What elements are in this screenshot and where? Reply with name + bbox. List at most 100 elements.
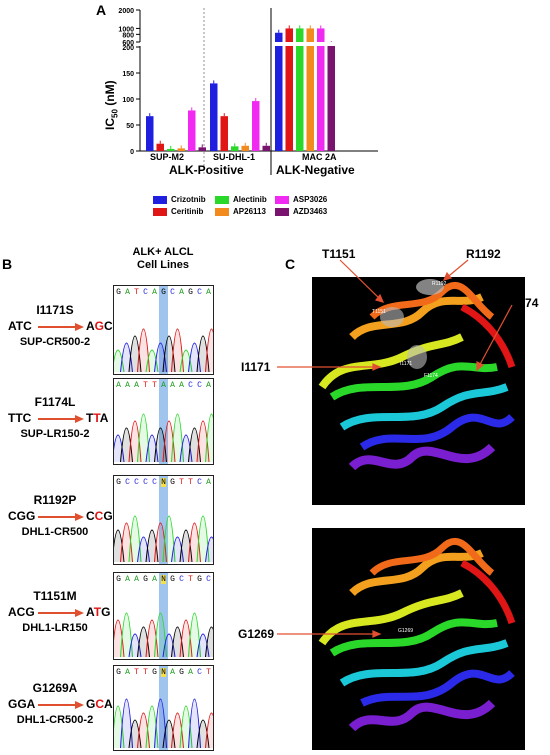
base-letter: C <box>179 575 184 584</box>
legend-asp3026: ASP3026 <box>275 195 327 204</box>
wildtype-codon: GGA <box>8 697 36 711</box>
mutation-name: T1151M <box>33 589 77 603</box>
base-letter: A <box>170 668 175 677</box>
bar-asp3026-1 <box>252 101 260 151</box>
mutation-name: I1171S <box>36 303 74 317</box>
y-tick-label: 150 <box>122 71 134 78</box>
base-letter: G <box>116 478 121 487</box>
base-letter: C <box>206 575 211 584</box>
base-letter: G <box>170 478 175 487</box>
bar-break <box>273 42 373 46</box>
base-letter: A <box>170 381 175 390</box>
category-mac-2a: MAC 2A <box>302 152 337 162</box>
base-letter: T <box>152 381 157 390</box>
mutant-codon: ATG <box>86 605 111 619</box>
mutation-highlight <box>159 379 168 464</box>
base-letter: G <box>116 575 121 584</box>
wildtype-codon: ACG <box>8 605 35 619</box>
category-sup-m2: SUP-M2 <box>150 152 185 162</box>
base-letter: A <box>188 668 193 677</box>
cell-lines-header: ALK+ ALCL Cell Lines <box>132 246 194 271</box>
base-letter: C <box>134 478 139 487</box>
panel-a-label: A <box>96 2 107 18</box>
base-letter: N <box>161 575 166 584</box>
base-letter: A <box>152 575 157 584</box>
chromatogram-trace <box>114 698 213 749</box>
base-letter: G <box>197 575 202 584</box>
category-su-dhl-1: SU-DHL-1 <box>213 152 255 162</box>
bar-crizotnib-0 <box>146 116 154 151</box>
base-letter: G <box>116 668 121 677</box>
base-letter: C <box>197 381 202 390</box>
base-letter: A <box>206 478 211 487</box>
base-letter: C <box>197 668 202 677</box>
y-tick-label: 200 <box>122 45 134 52</box>
mutant-codon: TTA <box>86 410 109 425</box>
legend-alectinib: Alectinib <box>215 195 267 204</box>
mutation-arrow <box>38 609 84 617</box>
mutant-cell-line: SUP-LR150-2 <box>20 427 90 440</box>
bar-asp3026-2 <box>317 28 325 152</box>
mutant-cell-line: DHL1-CR500 <box>21 526 89 538</box>
base-letter: T <box>206 668 211 677</box>
panel-b-label: B <box>2 256 13 272</box>
base-letter: C <box>152 478 157 487</box>
base-letter: N <box>161 478 166 487</box>
bar-crizotnib-1 <box>210 83 218 151</box>
base-letter: A <box>152 288 157 297</box>
wildtype-codon: TTC <box>8 410 32 425</box>
base-letter: A <box>179 288 184 297</box>
inset-label-i1171: I1171 <box>400 361 413 367</box>
legend-ceritinib: Ceritinib <box>153 207 203 216</box>
inset-label-g1269: G1269 <box>398 628 414 634</box>
legend-ap26113: AP26113 <box>215 207 266 216</box>
mutant-codon: GCA <box>86 697 113 711</box>
base-letter: C <box>197 478 202 487</box>
bar-azd3463-1 <box>262 145 270 151</box>
wildtype-codon: ATC <box>8 319 32 333</box>
base-letter: A <box>179 381 184 390</box>
base-letter: T <box>134 288 139 297</box>
base-letter: G <box>179 668 184 677</box>
mutation-arrow <box>38 701 84 709</box>
y-tick-label: 600 <box>122 40 134 47</box>
site-label-r1192: R1192 <box>466 247 501 261</box>
protein-ribbon-top <box>318 279 516 471</box>
y-tick-label: 1000 <box>118 26 134 33</box>
base-letter: T <box>143 668 148 677</box>
mutant-codon: CCG <box>86 509 113 523</box>
structure-top-image: T1151 R1192 I1171 F1174 <box>312 277 525 505</box>
y-tick-label: 0 <box>130 149 134 156</box>
bar-alectinib-0 <box>167 148 175 151</box>
site-label-f1174: F1174 <box>505 296 539 310</box>
bar-ceritinib-0 <box>156 143 164 151</box>
inset-label-f1174: F1174 <box>424 373 438 379</box>
base-letter: A <box>134 575 139 584</box>
mutation-highlight <box>159 476 168 564</box>
mutant-cell-line: DHL1-CR500-2 <box>16 714 94 726</box>
base-letter: C <box>197 288 202 297</box>
legend-crizotnib: Crizotnib <box>153 195 206 204</box>
base-letter: A <box>125 288 130 297</box>
structure-bottom-image: G1269 <box>312 528 525 750</box>
chromatogram-trace <box>114 328 213 373</box>
base-letter: G <box>188 288 193 297</box>
base-letter: G <box>143 575 148 584</box>
base-letter: C <box>143 478 148 487</box>
bar-azd3463-2 <box>327 44 335 151</box>
base-letter: N <box>161 668 166 677</box>
base-letter: C <box>170 288 175 297</box>
legend-azd3463: AZD3463 <box>275 207 327 216</box>
mutation-name: F1174L <box>34 394 76 409</box>
panel-c-label: C <box>285 256 296 272</box>
bar-ceritinib-1 <box>220 116 228 151</box>
base-letter: C <box>188 381 193 390</box>
y-tick-label: 2000 <box>118 8 134 15</box>
